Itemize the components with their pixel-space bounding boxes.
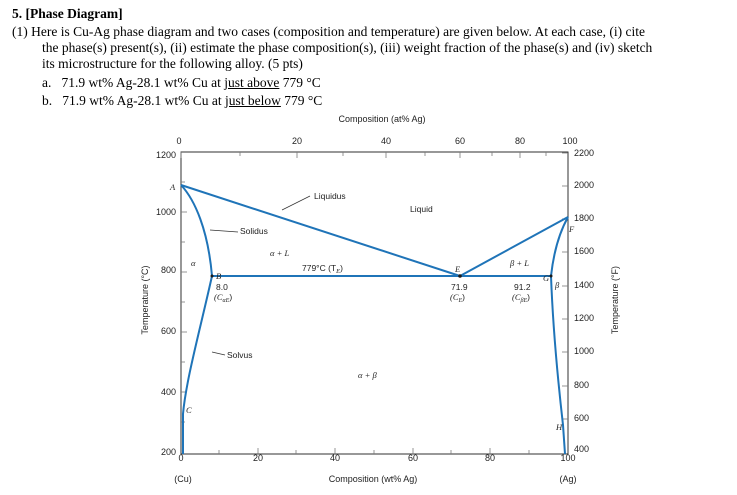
top-tick-20: 20 bbox=[292, 136, 302, 146]
label-A: A bbox=[169, 182, 176, 192]
label-cb-value: 91.2 bbox=[514, 282, 531, 292]
label-solidus: Solidus bbox=[240, 226, 268, 236]
label-G: G bbox=[543, 273, 549, 283]
bottom-tick-100: 100 bbox=[560, 453, 575, 463]
bottom-tick-60: 60 bbox=[408, 453, 418, 463]
right-tick-600: 600 bbox=[574, 413, 589, 423]
label-cb: (CβE) bbox=[512, 292, 530, 304]
bottom-axis-title: Composition (wt% Ag) bbox=[329, 474, 418, 484]
label-alpha-beta: α + β bbox=[358, 370, 377, 380]
bottom-tick-40: 40 bbox=[330, 453, 340, 463]
solidus-alpha bbox=[180, 184, 213, 277]
left-tick-400: 400 bbox=[161, 387, 176, 397]
solvus-beta bbox=[550, 275, 566, 455]
right-tick-2000: 2000 bbox=[574, 180, 594, 190]
case-b-text: 71.9 wt% Ag-28.1 wt% Cu at bbox=[62, 93, 222, 108]
phase-boundaries bbox=[180, 184, 569, 455]
top-tick-80: 80 bbox=[515, 136, 525, 146]
right-axis-title: Temperature (°F) bbox=[610, 266, 620, 334]
right-tick-1200: 1200 bbox=[574, 313, 594, 323]
label-alpha: α bbox=[191, 258, 196, 268]
label-beta: β bbox=[554, 280, 560, 290]
left-tick-1200: 1200 bbox=[156, 150, 176, 160]
case-b: b. 71.9 wt% Ag-28.1 wt% Cu at just below… bbox=[42, 93, 322, 109]
leader-lines bbox=[209, 195, 311, 356]
question-intro-line3: its microstructure for the following all… bbox=[42, 56, 303, 71]
label-E: E bbox=[454, 264, 461, 274]
solidus-beta bbox=[550, 216, 569, 277]
label-liquidus: Liquidus bbox=[314, 191, 346, 201]
right-tick-400: 400 bbox=[574, 444, 589, 454]
case-a: a. 71.9 wt% Ag-28.1 wt% Cu at just above… bbox=[42, 75, 321, 91]
bottom-tick-0: 0 bbox=[178, 453, 183, 463]
question-intro-line1: (1) Here is Cu-Ag phase diagram and two … bbox=[12, 24, 646, 39]
top-axis-title: Composition (at% Ag) bbox=[338, 114, 425, 124]
left-axis-title: Temperature (°C) bbox=[140, 265, 150, 334]
right-tick-800: 800 bbox=[574, 380, 589, 390]
label-solvus: Solvus bbox=[227, 350, 253, 360]
case-a-condition: just above bbox=[224, 75, 280, 90]
left-tick-200: 200 bbox=[161, 447, 176, 457]
question-intro-line2: the phase(s) present(s), (ii) estimate t… bbox=[42, 40, 653, 55]
label-ce-value: 71.9 bbox=[451, 282, 468, 292]
bottom-left-label: (Cu) bbox=[174, 474, 192, 484]
bottom-tick-80: 80 bbox=[485, 453, 495, 463]
top-tick-100: 100 bbox=[562, 136, 577, 146]
points bbox=[210, 274, 553, 278]
label-eutectic-temp: 779°C (TE) bbox=[302, 263, 343, 275]
case-b-label: b. bbox=[42, 93, 53, 108]
bottom-tick-20: 20 bbox=[253, 453, 263, 463]
solvus-alpha bbox=[182, 275, 213, 454]
right-tick-1800: 1800 bbox=[574, 213, 594, 223]
top-tick-60: 60 bbox=[455, 136, 465, 146]
question-heading: 5. [Phase Diagram] bbox=[12, 6, 123, 21]
right-tick-1600: 1600 bbox=[574, 246, 594, 256]
label-beta-l: β + L bbox=[509, 258, 529, 268]
label-ca: (CαE) bbox=[214, 292, 232, 304]
liquidus-right bbox=[459, 216, 569, 277]
tick-marks bbox=[180, 152, 568, 454]
label-alpha-l: α + L bbox=[270, 248, 289, 258]
case-b-temp: 779 °C bbox=[284, 93, 323, 108]
bottom-right-label: (Ag) bbox=[559, 474, 576, 484]
liquidus-left bbox=[180, 184, 461, 277]
right-tick-1000: 1000 bbox=[574, 346, 594, 356]
label-B: B bbox=[216, 271, 221, 281]
left-tick-600: 600 bbox=[161, 326, 176, 336]
plot-frame bbox=[180, 151, 569, 455]
label-ce: (CE) bbox=[450, 292, 465, 304]
case-a-temp: 779 °C bbox=[282, 75, 321, 90]
label-liquid: Liquid bbox=[410, 204, 433, 214]
case-a-text: 71.9 wt% Ag-28.1 wt% Cu at bbox=[61, 75, 221, 90]
case-b-condition: just below bbox=[225, 93, 281, 108]
left-tick-1000: 1000 bbox=[156, 207, 176, 217]
label-ca-value: 8.0 bbox=[216, 282, 228, 292]
right-tick-2200: 2200 bbox=[574, 148, 594, 158]
top-tick-40: 40 bbox=[381, 136, 391, 146]
case-a-label: a. bbox=[42, 75, 52, 90]
top-tick-0: 0 bbox=[176, 136, 181, 146]
right-tick-1400: 1400 bbox=[574, 280, 594, 290]
label-F: F bbox=[568, 224, 575, 234]
label-H: H bbox=[555, 422, 563, 432]
left-tick-800: 800 bbox=[161, 265, 176, 275]
label-C: C bbox=[186, 405, 192, 415]
